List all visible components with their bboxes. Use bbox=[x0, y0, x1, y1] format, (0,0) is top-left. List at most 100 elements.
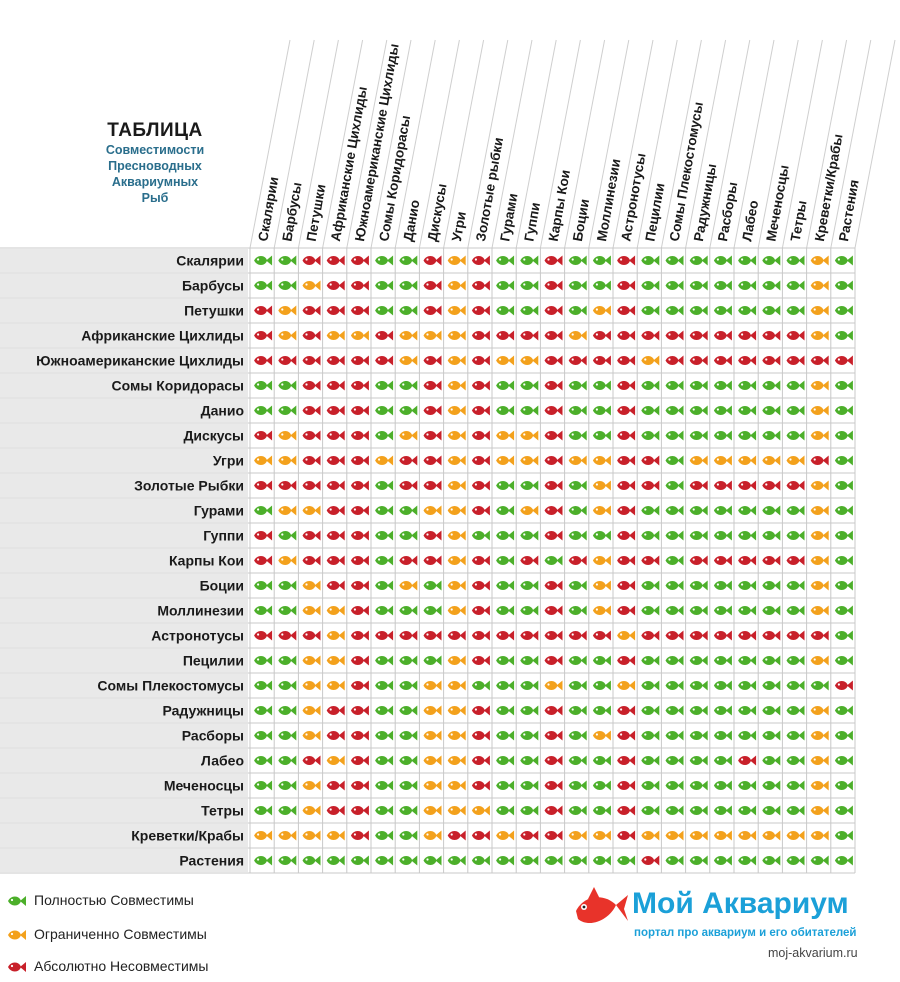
compat-cell-O bbox=[471, 805, 490, 816]
row-label: Гуппи bbox=[203, 528, 244, 544]
compat-cell-G bbox=[713, 755, 732, 766]
compat-cell-G bbox=[278, 255, 297, 266]
compat-cell-R bbox=[302, 255, 321, 266]
compat-cell-R bbox=[302, 530, 321, 541]
compat-cell-O bbox=[520, 505, 539, 516]
compat-cell-O bbox=[302, 580, 321, 591]
compat-cell-R bbox=[617, 530, 636, 541]
compat-cell-R bbox=[544, 780, 563, 791]
compat-cell-G bbox=[641, 280, 660, 291]
compat-cell-G bbox=[375, 730, 394, 741]
compat-cell-R bbox=[471, 380, 490, 391]
compat-cell-G bbox=[689, 705, 708, 716]
row-band bbox=[0, 524, 248, 547]
row-band bbox=[0, 599, 248, 622]
header-divider bbox=[636, 39, 678, 249]
compat-cell-G bbox=[375, 255, 394, 266]
compat-cell-O bbox=[617, 630, 636, 641]
compat-cell-R bbox=[617, 605, 636, 616]
compat-cell-R bbox=[350, 355, 369, 366]
compat-cell-G bbox=[350, 855, 369, 866]
compat-cell-G bbox=[399, 505, 418, 516]
compat-cell-O bbox=[592, 305, 611, 316]
compat-cell-R bbox=[689, 630, 708, 641]
compat-cell-R bbox=[544, 255, 563, 266]
compat-cell-G bbox=[592, 855, 611, 866]
compat-cell-R bbox=[641, 455, 660, 466]
row-label: Петушки bbox=[184, 303, 244, 319]
compat-cell-G bbox=[665, 755, 684, 766]
compat-cell-O bbox=[592, 455, 611, 466]
compat-cell-R bbox=[471, 655, 490, 666]
compat-cell-R bbox=[350, 430, 369, 441]
compat-cell-O bbox=[810, 530, 829, 541]
compat-cell-O bbox=[810, 280, 829, 291]
header-divider bbox=[660, 39, 702, 249]
compat-cell-G bbox=[375, 680, 394, 691]
compat-cell-G bbox=[568, 480, 587, 491]
compat-cell-G bbox=[520, 580, 539, 591]
compat-cell-R bbox=[592, 355, 611, 366]
compat-cell-G bbox=[738, 280, 757, 291]
compat-cell-G bbox=[278, 655, 297, 666]
row-label: Угри bbox=[213, 453, 244, 469]
compat-cell-G bbox=[834, 430, 853, 441]
compat-cell-R bbox=[520, 830, 539, 841]
compat-cell-G bbox=[834, 305, 853, 316]
compat-cell-G bbox=[520, 480, 539, 491]
compat-cell-G bbox=[786, 280, 805, 291]
compat-cell-G bbox=[375, 755, 394, 766]
compat-cell-O bbox=[350, 330, 369, 341]
compat-cell-R bbox=[471, 630, 490, 641]
compat-cell-R bbox=[786, 330, 805, 341]
compat-cell-G bbox=[254, 405, 273, 416]
compat-cell-G bbox=[665, 530, 684, 541]
compat-cell-O bbox=[810, 305, 829, 316]
compat-cell-G bbox=[423, 605, 442, 616]
compat-cell-G bbox=[834, 255, 853, 266]
column-label: Боции bbox=[570, 198, 592, 243]
compat-cell-G bbox=[568, 530, 587, 541]
compat-cell-G bbox=[786, 430, 805, 441]
compat-cell-G bbox=[641, 580, 660, 591]
compat-cell-R bbox=[738, 355, 757, 366]
compat-cell-R bbox=[762, 555, 781, 566]
compat-cell-O bbox=[786, 455, 805, 466]
compat-cell-R bbox=[350, 505, 369, 516]
compat-cell-G bbox=[520, 655, 539, 666]
header-divider bbox=[781, 39, 823, 249]
compat-cell-G bbox=[762, 805, 781, 816]
compat-cell-G bbox=[568, 680, 587, 691]
compat-cell-R bbox=[423, 630, 442, 641]
compat-cell-O bbox=[762, 830, 781, 841]
compat-cell-R bbox=[471, 405, 490, 416]
compat-cell-G bbox=[375, 305, 394, 316]
compat-cell-O bbox=[302, 705, 321, 716]
compat-cell-G bbox=[592, 255, 611, 266]
compat-cell-G bbox=[520, 530, 539, 541]
row-label: Лабео bbox=[201, 753, 244, 769]
compat-cell-R bbox=[617, 330, 636, 341]
compat-cell-G bbox=[786, 655, 805, 666]
compat-cell-R bbox=[302, 430, 321, 441]
brand-url[interactable]: moj-akvarium.ru bbox=[768, 946, 858, 960]
compat-cell-O bbox=[447, 430, 466, 441]
row-label: Барбусы bbox=[182, 278, 244, 294]
compat-cell-G bbox=[834, 830, 853, 841]
compat-cell-G bbox=[399, 680, 418, 691]
compat-cell-G bbox=[738, 605, 757, 616]
header-divider bbox=[806, 39, 848, 249]
compat-cell-G bbox=[786, 580, 805, 591]
compat-cell-G bbox=[689, 405, 708, 416]
compat-cell-R bbox=[350, 630, 369, 641]
compat-cell-G bbox=[399, 805, 418, 816]
row-label: Боции bbox=[200, 578, 244, 594]
compat-cell-G bbox=[375, 280, 394, 291]
compat-cell-R bbox=[423, 530, 442, 541]
compat-cell-R bbox=[350, 655, 369, 666]
compat-cell-O bbox=[447, 730, 466, 741]
compat-cell-G bbox=[689, 505, 708, 516]
compat-cell-G bbox=[471, 530, 490, 541]
subtitle-line-2: Пресноводных bbox=[108, 159, 202, 173]
compat-cell-R bbox=[786, 630, 805, 641]
